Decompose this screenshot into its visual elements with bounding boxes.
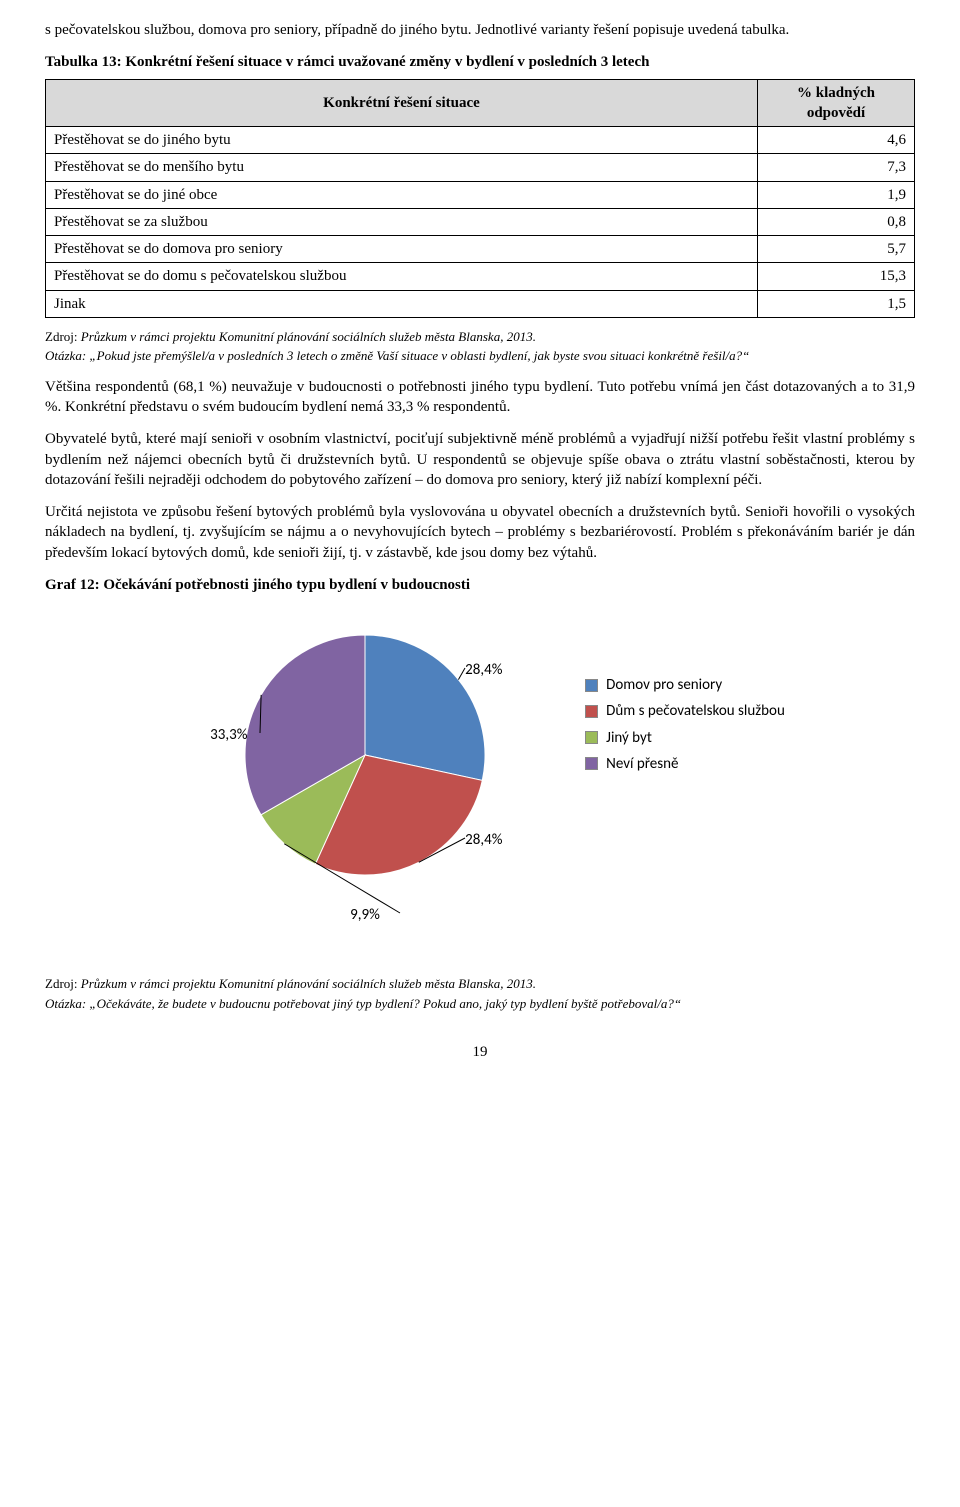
table-row: Přestěhovat se za službou 0,8 <box>46 208 915 235</box>
row-value: 0,8 <box>758 208 915 235</box>
pie-svg <box>175 605 555 935</box>
legend-label: Neví přesně <box>606 754 678 774</box>
pie-slice-label: 28,4% <box>465 660 502 680</box>
table-caption: Tabulka 13: Konkrétní řešení situace v r… <box>45 52 915 72</box>
pie-legend: Domov pro seniory Dům s pečovatelskou sl… <box>585 675 785 780</box>
table-header-row: Konkrétní řešení situace % kladných odpo… <box>46 79 915 127</box>
legend-label: Domov pro seniory <box>606 675 722 695</box>
intro-paragraph: s pečovatelskou službou, domova pro seni… <box>45 20 915 40</box>
row-value: 5,7 <box>758 236 915 263</box>
legend-swatch <box>585 705 598 718</box>
source-text: Průzkum v rámci projektu Komunitní pláno… <box>81 329 536 344</box>
page-number: 19 <box>45 1042 915 1062</box>
source-line: Zdroj: Průzkum v rámci projektu Komunitn… <box>45 975 915 993</box>
pie-slice-label: 9,9% <box>350 905 380 925</box>
table-row: Přestěhovat se do domu s pečovatelskou s… <box>46 263 915 290</box>
table-row: Přestěhovat se do domova pro seniory 5,7 <box>46 236 915 263</box>
table-row: Přestěhovat se do menšího bytu 7,3 <box>46 154 915 181</box>
legend-item: Neví přesně <box>585 754 785 774</box>
source-text: Průzkum v rámci projektu Komunitní pláno… <box>81 976 536 991</box>
row-value: 15,3 <box>758 263 915 290</box>
col-header-situation: Konkrétní řešení situace <box>46 79 758 127</box>
row-value: 1,5 <box>758 290 915 317</box>
table-row: Přestěhovat se do jiné obce 1,9 <box>46 181 915 208</box>
legend-swatch <box>585 757 598 770</box>
legend-item: Domov pro seniory <box>585 675 785 695</box>
question-text: Otázka: „Pokud jste přemýšlel/a v posled… <box>45 347 915 365</box>
legend-item: Jiný byt <box>585 728 785 748</box>
legend-swatch <box>585 679 598 692</box>
row-label: Přestěhovat se do domova pro seniory <box>46 236 758 263</box>
legend-label: Jiný byt <box>606 728 652 748</box>
row-label: Přestěhovat se za službou <box>46 208 758 235</box>
row-label: Jinak <box>46 290 758 317</box>
row-label: Přestěhovat se do menšího bytu <box>46 154 758 181</box>
row-value: 1,9 <box>758 181 915 208</box>
legend-swatch <box>585 731 598 744</box>
pie-slice-label: 33,3% <box>210 725 247 745</box>
table-row: Přestěhovat se do jiného bytu 4,6 <box>46 127 915 154</box>
body-paragraph: Určitá nejistota ve způsobu řešení bytov… <box>45 502 915 563</box>
body-paragraph: Většina respondentů (68,1 %) neuvažuje v… <box>45 377 915 418</box>
source-label: Zdroj: <box>45 976 81 991</box>
source-line: Zdroj: Průzkum v rámci projektu Komunitn… <box>45 328 915 346</box>
col-header-percent: % kladných odpovědí <box>758 79 915 127</box>
question-text: Otázka: „Očekáváte, že budete v budoucnu… <box>45 995 915 1013</box>
row-value: 4,6 <box>758 127 915 154</box>
body-paragraph: Obyvatelé bytů, které mají senioři v oso… <box>45 429 915 490</box>
row-label: Přestěhovat se do domu s pečovatelskou s… <box>46 263 758 290</box>
source-label: Zdroj: <box>45 329 81 344</box>
pie-chart-container: 28,4% 28,4% 9,9% 33,3% Domov pro seniory… <box>45 605 915 965</box>
table-row: Jinak 1,5 <box>46 290 915 317</box>
row-label: Přestěhovat se do jiného bytu <box>46 127 758 154</box>
pie-chart: 28,4% 28,4% 9,9% 33,3% <box>175 605 555 965</box>
chart-caption: Graf 12: Očekávání potřebnosti jiného ty… <box>45 575 915 595</box>
row-value: 7,3 <box>758 154 915 181</box>
legend-item: Dům s pečovatelskou službou <box>585 701 785 721</box>
pie-slice-label: 28,4% <box>465 830 502 850</box>
row-label: Přestěhovat se do jiné obce <box>46 181 758 208</box>
legend-label: Dům s pečovatelskou službou <box>606 701 785 721</box>
situation-table: Konkrétní řešení situace % kladných odpo… <box>45 79 915 318</box>
